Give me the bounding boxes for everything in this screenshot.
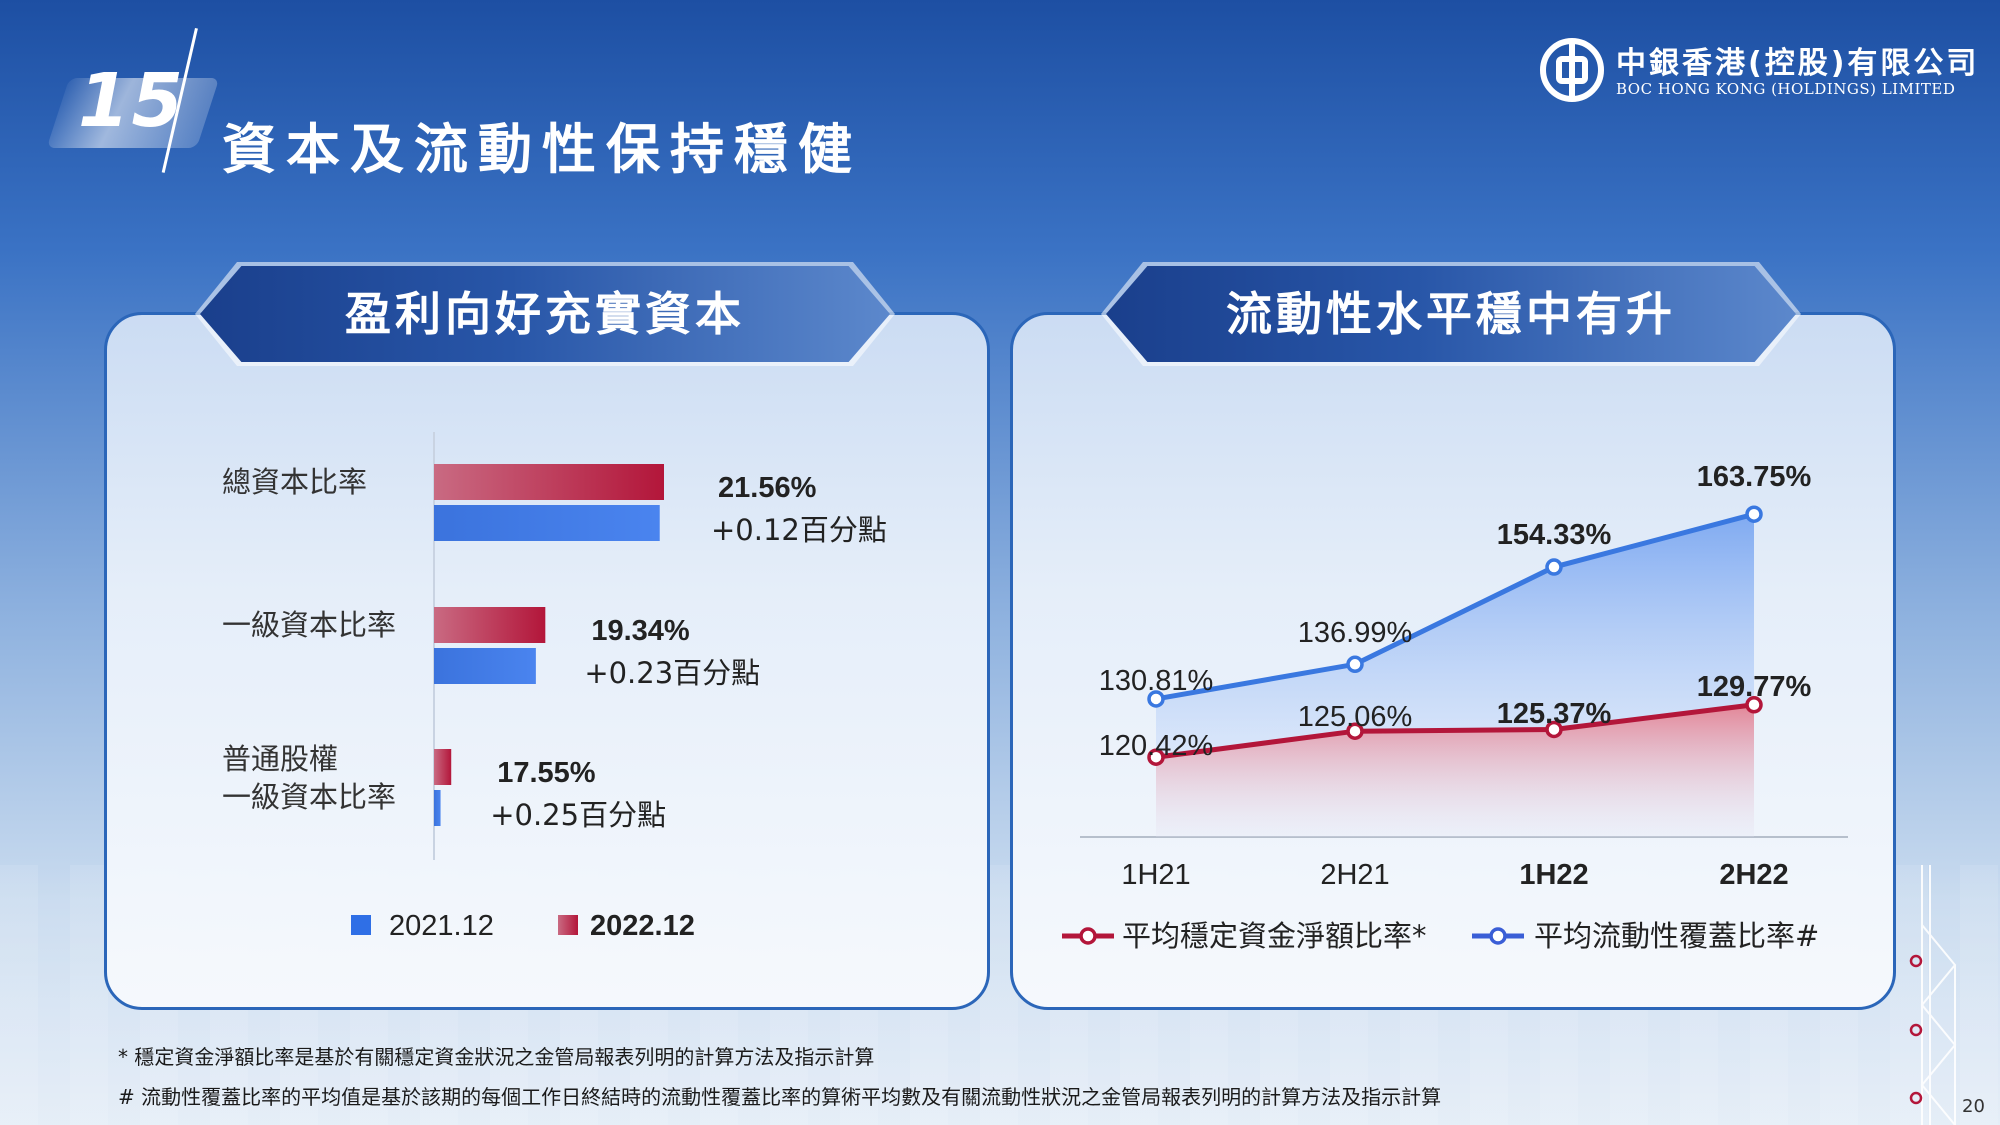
liquidity-line-chart: 130.81% 136.99% 154.33% 163.75% 120.42% 125.0… xyxy=(1062,461,1848,953)
footnote-nsfr: * 穩定資金淨額比率是基於有關穩定資金狀況之金管局報表列明的計算方法及指示計算 xyxy=(118,1045,875,1069)
legend-marker-nsfr xyxy=(1079,927,1097,945)
page-number: 20 xyxy=(1962,1096,1985,1117)
section-number: 15 xyxy=(78,58,185,144)
bar-category-label: 總資本比率 xyxy=(222,465,367,499)
x-tick-label: 1H21 xyxy=(1121,859,1190,891)
bar-2022 xyxy=(434,464,664,500)
nsfr-point xyxy=(1147,748,1165,766)
nsfr-value-label: 125.37% xyxy=(1497,698,1612,730)
nsfr-point xyxy=(1346,722,1364,740)
x-tick-label: 1H22 xyxy=(1519,859,1588,891)
bar-change-label: +0.23百分點 xyxy=(584,656,760,690)
bar-category-label: 一級資本比率 xyxy=(222,608,396,642)
page-title: 資本及流動性保持穩健 xyxy=(222,118,862,181)
nsfr-value-label: 120.42% xyxy=(1099,730,1214,762)
capital-panel-title: 盈利向好充實資本 xyxy=(200,266,890,362)
bar-category-label: 普通股權一級資本比率 xyxy=(222,742,396,814)
nsfr-point xyxy=(1745,696,1763,714)
legend-label-2022: 2022.12 xyxy=(590,910,695,942)
lcr-value-label: 163.75% xyxy=(1697,461,1812,493)
nsfr-point xyxy=(1545,720,1563,739)
bar-value-label: 17.55% xyxy=(497,757,596,789)
bar-value-label: 19.34% xyxy=(591,615,690,647)
x-tick-label: 2H22 xyxy=(1719,859,1788,891)
legend-swatch-2022 xyxy=(558,915,578,935)
legend-label-nsfr: 平均穩定資金淨額比率* xyxy=(1122,919,1427,953)
bar-2021 xyxy=(434,790,441,826)
bar-2022 xyxy=(434,749,452,785)
company-logo: 中銀香港(控股)有限公司 BOC HONG KONG (HOLDINGS) LI… xyxy=(1540,38,1976,108)
legend-label-2021: 2021.12 xyxy=(389,910,494,942)
company-name-cn: 中銀香港(控股)有限公司 xyxy=(1616,46,1980,81)
lcr-point xyxy=(1745,505,1763,523)
lcr-point xyxy=(1545,558,1563,576)
legend-swatch-2021 xyxy=(351,915,371,935)
legend-marker-lcr xyxy=(1489,927,1507,945)
liquidity-panel-title: 流動性水平穩中有升 xyxy=(1106,266,1796,362)
section-number-block: 15 xyxy=(46,58,220,148)
nsfr-line xyxy=(1155,702,1755,760)
boc-logo-icon xyxy=(1540,38,1604,102)
bar-2022 xyxy=(434,607,546,643)
lcr-value-label: 130.81% xyxy=(1099,665,1214,697)
nsfr-value-label: 129.77% xyxy=(1697,671,1812,703)
x-tick-label: 2H21 xyxy=(1320,859,1389,891)
bar-change-label: +0.12百分點 xyxy=(711,513,887,547)
lcr-point xyxy=(1346,655,1364,674)
lcr-value-label: 154.33% xyxy=(1497,519,1612,551)
lcr-line xyxy=(1155,511,1755,702)
bar-change-label: +0.25百分點 xyxy=(490,798,666,832)
legend-label-lcr: 平均流動性覆蓋比率# xyxy=(1534,919,1819,953)
lcr-point xyxy=(1147,690,1165,708)
company-name-en: BOC HONG KONG (HOLDINGS) LIMITED xyxy=(1616,80,1956,98)
tower-decoration xyxy=(1909,865,1957,1125)
lcr-value-label: 136.99% xyxy=(1298,617,1413,649)
capital-panel xyxy=(104,312,990,1010)
bar-value-label: 21.56% xyxy=(718,472,817,504)
bar-2021 xyxy=(434,648,536,684)
bar-2021 xyxy=(434,505,660,541)
nsfr-value-label: 125.06% xyxy=(1298,701,1413,733)
footnote-lcr: # 流動性覆蓋比率的平均值是基於該期的每個工作日終結時的流動性覆蓋比率的算術平均… xyxy=(118,1085,1442,1109)
